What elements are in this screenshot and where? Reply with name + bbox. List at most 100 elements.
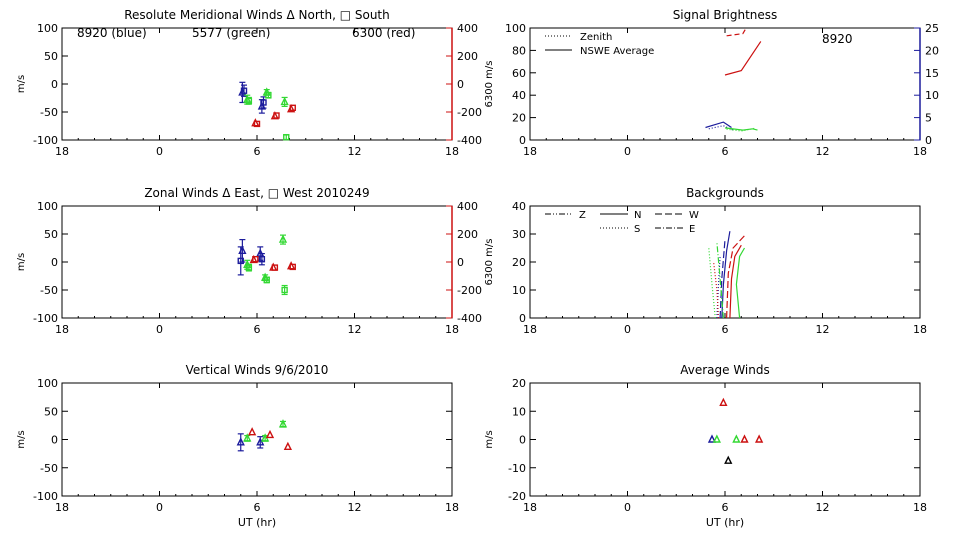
data-point-triangle: [740, 434, 749, 443]
data-point-triangle: [236, 437, 245, 446]
y-tick-label: 100: [37, 377, 58, 390]
data-point-square: [252, 256, 259, 263]
series-green: [245, 91, 290, 141]
series-line: [708, 247, 716, 319]
annotation-8920: 8920: [822, 32, 853, 46]
chart-title: Signal Brightness: [673, 8, 778, 22]
x-tick-label: 12: [816, 323, 830, 336]
data-point-square: [237, 257, 244, 265]
y-tick-label: -10: [508, 462, 526, 475]
right-y-tick-label: 5: [925, 112, 932, 125]
x-tick-label: 6: [722, 323, 729, 336]
right-y-tick-label: 0: [925, 134, 932, 147]
legend-label: E: [689, 224, 695, 235]
x-tick-label: 18: [445, 501, 459, 514]
data-point-square: [281, 286, 288, 294]
legend-label: W: [689, 210, 699, 221]
y-tick-label: 100: [37, 22, 58, 35]
legend-label: Z: [579, 210, 586, 221]
series-red: [724, 41, 762, 76]
right-y-tick-label: 200: [457, 228, 478, 241]
series-red: [713, 261, 720, 319]
data-point-triangle: [719, 397, 728, 406]
legend-label: N: [634, 210, 641, 221]
x-tick-label: 6: [254, 323, 261, 336]
x-tick-label: 18: [55, 323, 69, 336]
data-point-square: [240, 87, 248, 94]
y-tick-label: 100: [37, 200, 58, 213]
series-line: [729, 244, 742, 319]
series-blue: [716, 256, 721, 319]
y-tick-label: -100: [33, 490, 58, 503]
data-point-triangle: [280, 96, 289, 106]
x-tick-label: 18: [523, 501, 537, 514]
right-y-axis-label: 6300 m/s: [484, 61, 495, 108]
y-tick-label: 80: [512, 44, 526, 57]
data-point-square: [253, 120, 261, 128]
x-tick-label: 0: [624, 501, 631, 514]
x-tick-label: 0: [624, 145, 631, 158]
x-tick-label: 6: [254, 501, 261, 514]
right-y-tick-label: 0: [457, 78, 464, 91]
y-axis-label: m/s: [16, 430, 27, 448]
y-tick-label: 50: [44, 50, 58, 63]
right-y-tick-label: 15: [925, 67, 939, 80]
y-tick-label: 0: [519, 134, 526, 147]
data-point-square: [283, 133, 290, 141]
legend-label: NSWE Average: [580, 46, 654, 57]
y-tick-label: 40: [512, 89, 526, 102]
data-point-square: [271, 264, 279, 271]
y-tick-label: 0: [51, 434, 58, 447]
series-red: [719, 397, 764, 443]
y-tick-label: 20: [512, 377, 526, 390]
y-tick-label: -20: [508, 490, 526, 503]
series-line: [721, 231, 731, 319]
x-tick-label: 6: [722, 501, 729, 514]
data-point-triangle: [251, 118, 260, 127]
y-tick-label: 50: [44, 405, 58, 418]
series-green: [708, 247, 716, 319]
x-tick-label: 18: [445, 323, 459, 336]
series-blue: [237, 246, 266, 276]
series-line: [735, 247, 746, 319]
y-tick-label: 20: [512, 256, 526, 269]
y-tick-label: 100: [505, 22, 526, 35]
series-blue: [705, 121, 732, 129]
data-point-square: [260, 99, 267, 106]
data-point-square: [273, 112, 280, 119]
x-tick-label: 12: [348, 145, 362, 158]
annotation-blue: 8920 (blue): [77, 26, 147, 40]
x-tick-label: 0: [156, 145, 163, 158]
y-tick-label: 10: [512, 284, 526, 297]
x-tick-label: 12: [816, 501, 830, 514]
data-point-square: [245, 264, 253, 271]
panel-average: Average Winds 18 0 6 12 18 UT (hr) 20 10 0 -10 -20 m…: [484, 363, 927, 529]
series-red: [729, 244, 742, 319]
data-point-square: [245, 97, 253, 105]
series-blue: [719, 239, 726, 319]
y-tick-label: 0: [51, 256, 58, 269]
x-tick-label: 0: [156, 501, 163, 514]
series-blue: [721, 231, 731, 319]
series-line: [726, 233, 747, 319]
series-red: [253, 104, 296, 128]
chart-title: Zonal Winds Δ East, □ West 2010249: [144, 186, 369, 200]
y-tick-label: 0: [51, 78, 58, 91]
legend: Zenith NSWE Average: [545, 32, 654, 57]
legend: Z N W S E: [545, 210, 699, 235]
x-tick-label: 0: [156, 323, 163, 336]
right-y-tick-label: 10: [925, 89, 939, 102]
y-tick-label: 40: [512, 200, 526, 213]
data-point-triangle: [732, 434, 741, 443]
y-axis-label: m/s: [16, 253, 27, 271]
right-y-tick-label: 25: [925, 22, 939, 35]
right-y-tick-label: 400: [457, 22, 478, 35]
x-tick-label: 18: [523, 323, 537, 336]
data-point-triangle: [256, 437, 265, 446]
data-point-square: [265, 91, 272, 99]
right-y-axis-label: 6300 m/s: [484, 239, 495, 286]
y-tick-label: 0: [519, 434, 526, 447]
data-point-triangle: [283, 441, 293, 451]
series-blue: [236, 433, 265, 452]
